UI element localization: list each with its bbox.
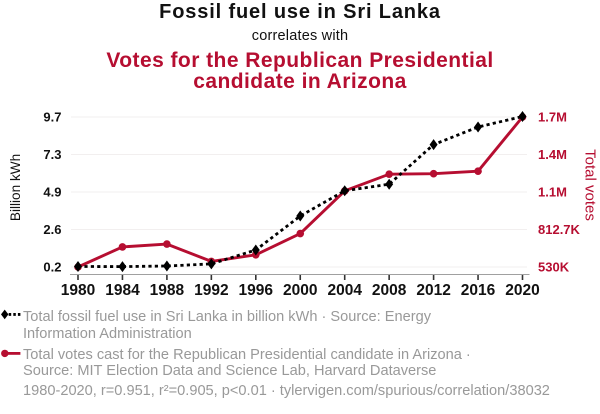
svg-text:1988: 1988 [150,282,185,299]
svg-text:2000: 2000 [283,282,317,299]
svg-text:Total votes: Total votes [582,149,599,221]
svg-text:2.6: 2.6 [43,222,61,237]
svg-text:2016: 2016 [461,282,496,299]
svg-text:2008: 2008 [372,282,407,299]
svg-text:2004: 2004 [327,282,362,299]
svg-text:1980: 1980 [61,282,95,299]
svg-text:1984: 1984 [105,282,140,299]
svg-text:2020: 2020 [505,282,539,299]
svg-text:0.2: 0.2 [43,260,61,275]
svg-text:1992: 1992 [194,282,228,299]
svg-text:530K: 530K [538,260,570,275]
svg-text:1.1M: 1.1M [538,185,567,200]
svg-text:2012: 2012 [416,282,450,299]
svg-text:1.7M: 1.7M [538,110,567,125]
svg-text:7.3: 7.3 [43,147,61,162]
svg-text:Billion kWh: Billion kWh [8,154,23,221]
svg-text:812.7K: 812.7K [538,222,581,237]
svg-text:4.9: 4.9 [43,185,61,200]
svg-text:1.4M: 1.4M [538,147,567,162]
svg-text:1996: 1996 [239,282,274,299]
svg-text:9.7: 9.7 [43,110,61,125]
